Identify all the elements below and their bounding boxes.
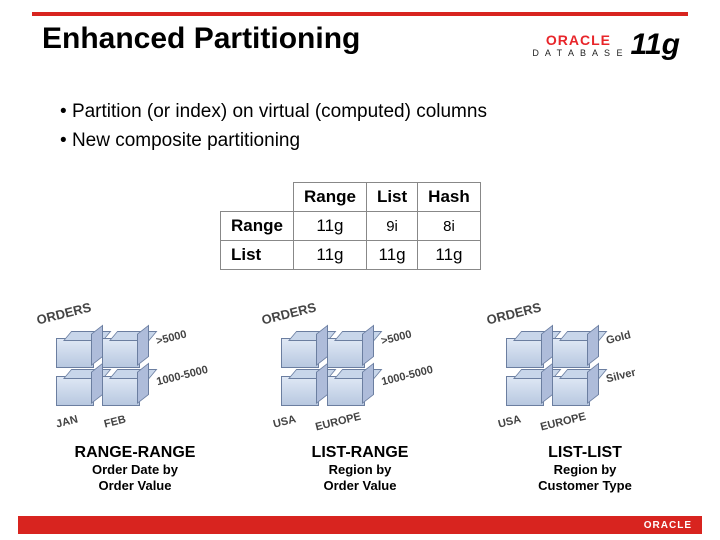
orders-label: ORDERS <box>485 299 543 327</box>
matrix-cell: 11g <box>366 241 417 270</box>
axis-right-label: Gold <box>605 329 632 347</box>
diagram-subtitle: Region by <box>554 462 617 478</box>
bullet-item: New composite partitioning <box>60 127 487 156</box>
matrix-col-header: Range <box>293 183 366 212</box>
axis-right-label: 1000-5000 <box>380 364 434 388</box>
partition-cube <box>56 338 94 368</box>
axis-bottom-label: FEB <box>103 414 127 431</box>
matrix-cell: 9i <box>366 212 417 241</box>
diagram-title: LIST-LIST <box>548 444 622 462</box>
title-accent-bar <box>32 12 688 16</box>
axis-right-label: >5000 <box>155 328 188 347</box>
oracle-product-text: D A T A B A S E <box>532 49 624 58</box>
axis-bottom-label: JAN <box>55 414 79 431</box>
partition-cube <box>102 376 140 406</box>
partition-cube <box>281 338 319 368</box>
partition-cube <box>102 338 140 368</box>
partition-cube <box>506 338 544 368</box>
diagram-subtitle: Order Date by <box>92 462 178 478</box>
partition-cube <box>56 376 94 406</box>
orders-label: ORDERS <box>260 299 318 327</box>
bullet-list: Partition (or index) on virtual (compute… <box>60 98 487 155</box>
matrix-cell: 11g <box>293 241 366 270</box>
partitioning-matrix: Range List Hash Range 11g 9i 8i List 11g… <box>220 182 481 270</box>
matrix-col-header: Hash <box>418 183 481 212</box>
matrix-row-header: List <box>221 241 294 270</box>
orders-label: ORDERS <box>35 299 93 327</box>
partition-cube <box>506 376 544 406</box>
slide-title: Enhanced Partitioning <box>42 22 360 56</box>
diagram-subtitle: Order Value <box>99 478 172 494</box>
partition-cube <box>281 376 319 406</box>
footer-bar: ORACLE <box>18 516 702 534</box>
matrix-cell: 8i <box>418 212 481 241</box>
diagram-subtitle: Order Value <box>324 478 397 494</box>
matrix-row-header: Range <box>221 212 294 241</box>
cube-area: ORDERS >5000 1000-5000 JAN FEB <box>30 300 240 440</box>
partition-cube <box>552 376 590 406</box>
axis-bottom-label: USA <box>272 413 297 430</box>
matrix-cell: 11g <box>293 212 366 241</box>
matrix-col-header: List <box>366 183 417 212</box>
diagram-range-range: ORDERS >5000 1000-5000 JAN FEB RANGE-RAN… <box>30 300 240 493</box>
oracle-logo: ORACLE D A T A B A S E <box>532 33 624 58</box>
partition-cube <box>327 338 365 368</box>
diagram-list-range: ORDERS >5000 1000-5000 USA EUROPE LIST-R… <box>255 300 465 493</box>
oracle-brand-text: ORACLE <box>546 33 611 47</box>
bullet-item: Partition (or index) on virtual (compute… <box>60 98 487 127</box>
diagram-subtitle: Region by <box>329 462 392 478</box>
cube-area: ORDERS >5000 1000-5000 USA EUROPE <box>255 300 465 440</box>
partition-cube <box>327 376 365 406</box>
axis-bottom-label: USA <box>497 413 522 430</box>
axis-right-label: >5000 <box>380 328 413 347</box>
cube-area: ORDERS Gold Silver USA EUROPE <box>480 300 690 440</box>
footer-oracle-text: ORACLE <box>644 520 692 531</box>
axis-bottom-label: EUROPE <box>314 411 362 434</box>
version-11g: 11g <box>631 30 680 60</box>
axis-bottom-label: EUROPE <box>539 411 587 434</box>
diagram-title: LIST-RANGE <box>312 444 409 462</box>
partition-cube <box>552 338 590 368</box>
diagram-row: ORDERS >5000 1000-5000 JAN FEB RANGE-RAN… <box>30 300 690 493</box>
diagram-subtitle: Customer Type <box>538 478 632 494</box>
axis-right-label: 1000-5000 <box>155 364 209 388</box>
matrix-empty-corner <box>221 183 294 212</box>
diagram-title: RANGE-RANGE <box>75 444 196 462</box>
oracle-logo-block: ORACLE D A T A B A S E 11g <box>532 30 680 60</box>
diagram-list-list: ORDERS Gold Silver USA EUROPE LIST-LIST … <box>480 300 690 493</box>
axis-right-label: Silver <box>605 367 637 386</box>
matrix-cell: 11g <box>418 241 481 270</box>
